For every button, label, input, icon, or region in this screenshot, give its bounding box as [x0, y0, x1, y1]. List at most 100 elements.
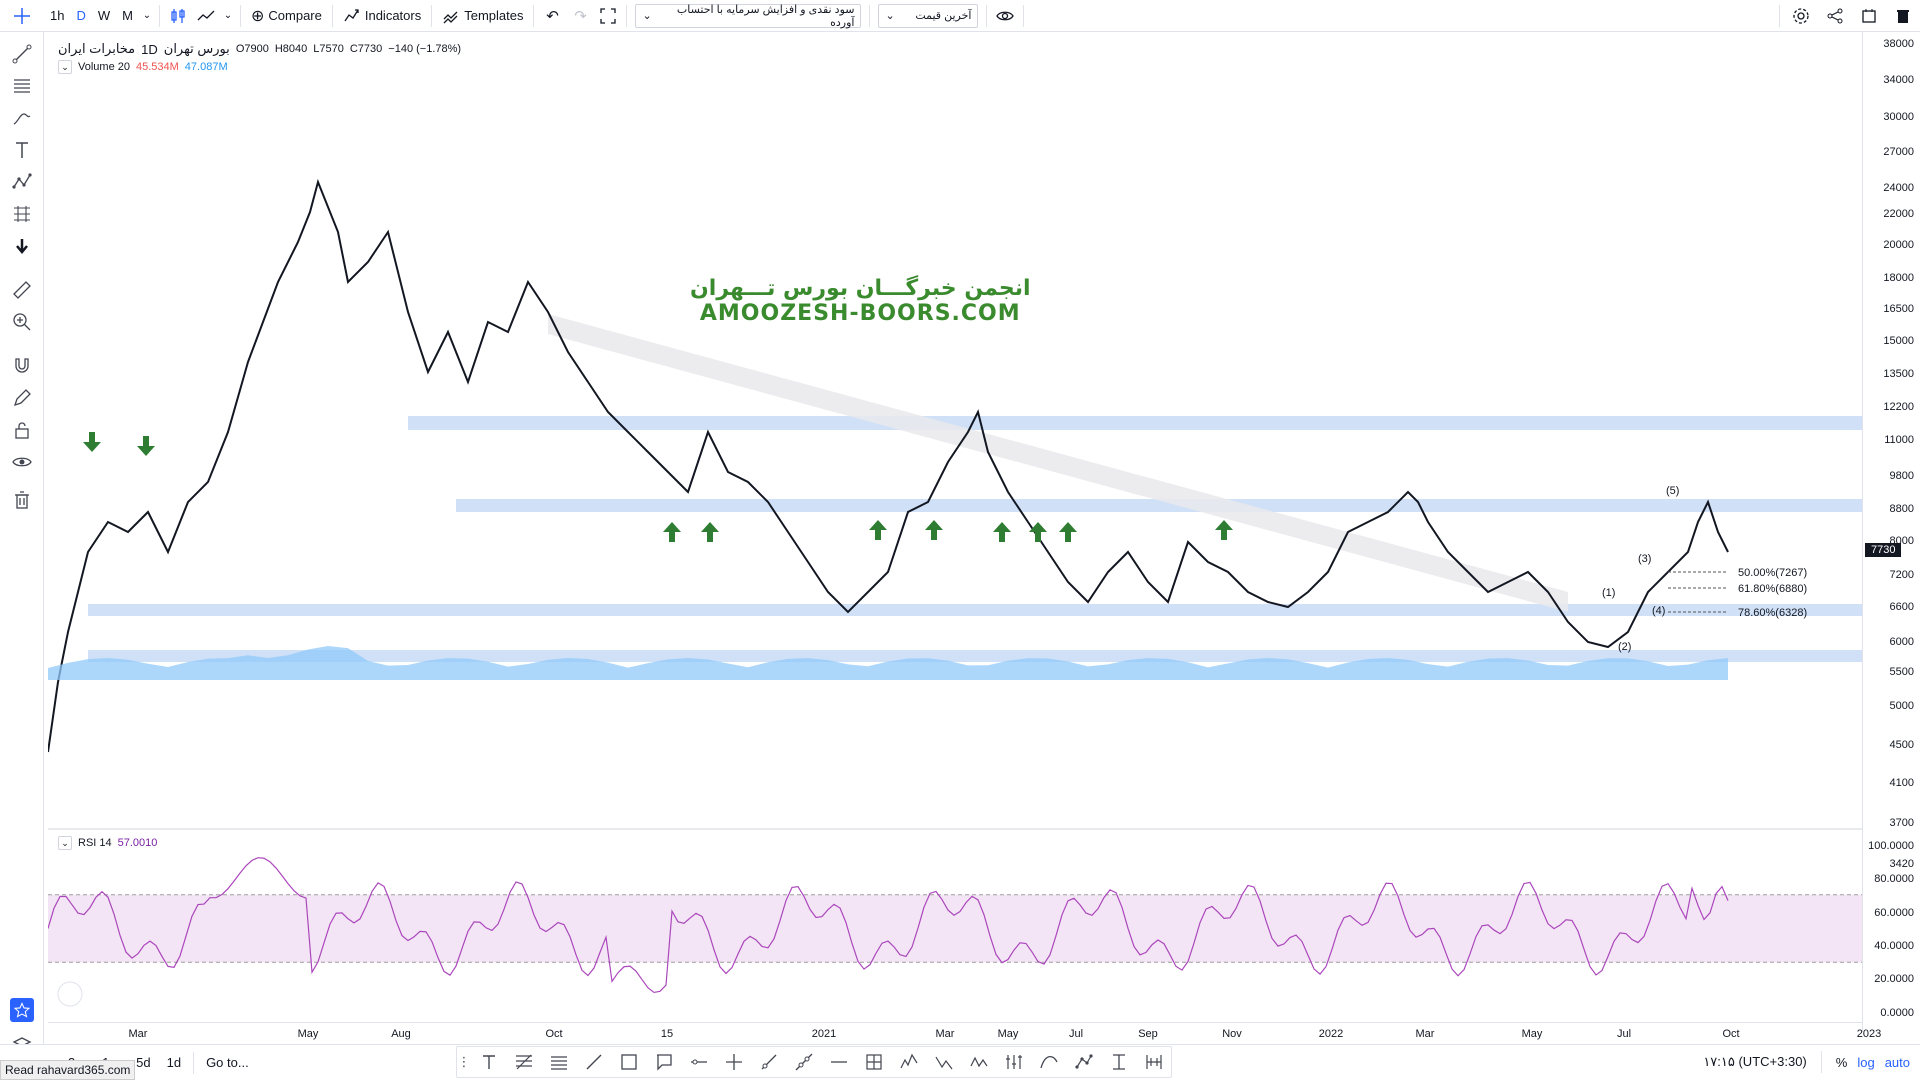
price-tick-label: 12200: [1883, 401, 1914, 413]
trend-line-icon[interactable]: [0, 38, 44, 70]
arrow-down-icon: [137, 436, 155, 456]
zoom-in-icon[interactable]: [0, 306, 44, 338]
divider: [431, 4, 433, 27]
toolbar-right: [1775, 0, 1920, 32]
lock-icon[interactable]: [0, 414, 44, 446]
trend-line-icon[interactable]: [576, 1047, 611, 1077]
crosshair-icon[interactable]: [0, 0, 44, 32]
share-icon[interactable]: [1818, 0, 1852, 32]
interval-m[interactable]: M: [122, 8, 133, 23]
arrow-down-icon[interactable]: [0, 230, 44, 262]
rsi-tick-label: 100.0000: [1868, 840, 1914, 852]
volume-area: [48, 646, 1728, 680]
elliott-triangle-icon[interactable]: [961, 1047, 996, 1077]
trash-icon[interactable]: [0, 484, 44, 516]
price-tick-label: 15000: [1883, 335, 1914, 347]
star-icon[interactable]: [10, 998, 34, 1022]
range-5d[interactable]: 5d: [136, 1055, 151, 1070]
date-range-icon[interactable]: [1136, 1047, 1171, 1077]
compare-button[interactable]: ⊕ Compare: [245, 0, 328, 32]
text-tool-icon[interactable]: [471, 1047, 506, 1077]
path-icon[interactable]: [1066, 1047, 1101, 1077]
chevron-down-icon[interactable]: ⌄: [223, 10, 233, 21]
interval-label: 1D: [141, 41, 158, 57]
pattern-icon[interactable]: [0, 166, 44, 198]
time-tick-label: 2023: [1856, 1028, 1882, 1040]
price-range-icon[interactable]: [1101, 1047, 1136, 1077]
price-tick-label: 6000: [1889, 636, 1914, 648]
rectangle-icon[interactable]: [611, 1047, 646, 1077]
interval-w[interactable]: W: [97, 8, 111, 23]
templates-button[interactable]: Templates: [436, 0, 529, 32]
goto-button[interactable]: Go to...: [206, 1055, 249, 1070]
time-axis[interactable]: Mar May Aug Oct 15 2021 Mar May Jul Sep Nov 2022 Mar…: [48, 1022, 1881, 1044]
range-1d[interactable]: 1d: [166, 1055, 182, 1070]
prediction-icon[interactable]: [0, 198, 44, 230]
undo-icon[interactable]: ↶: [546, 7, 559, 25]
position-icon[interactable]: [856, 1047, 891, 1077]
price-axis[interactable]: 38000 34000 30000 27000 24000 22000 20000 18000…: [1862, 32, 1920, 1032]
rsi-label[interactable]: RSI 14: [78, 837, 112, 849]
eye-icon[interactable]: [991, 0, 1019, 32]
curve-icon[interactable]: [1031, 1047, 1066, 1077]
arrow-up-icon: [663, 522, 681, 542]
rsi-line: [48, 857, 1729, 994]
auto-toggle[interactable]: auto: [1884, 1054, 1910, 1070]
time-tick-label: May: [1521, 1028, 1543, 1040]
collapse-chevron-icon[interactable]: ⌄: [58, 60, 72, 74]
price-tick-label: 9800: [1889, 470, 1914, 482]
magnet-icon[interactable]: [0, 350, 44, 382]
volume-label[interactable]: Volume 20: [78, 61, 130, 73]
chevron-down-icon[interactable]: ⌄: [142, 10, 152, 21]
bottom-right-controls: ۱۷:۱۵ (UTC+3:30) % log auto: [1703, 1044, 1920, 1080]
divider: [869, 4, 871, 27]
indicators-button[interactable]: Indicators: [337, 0, 427, 32]
grip-icon[interactable]: ⋮: [457, 1054, 471, 1069]
wave-label: (1): [1602, 587, 1615, 599]
dropdown1-label: سود نقدی و افزایش سرمایه با احتساب آورده: [676, 3, 855, 29]
brush-icon[interactable]: [0, 102, 44, 134]
horizontal-lines-icon[interactable]: [0, 70, 44, 102]
horizontal-line-icon[interactable]: [821, 1047, 856, 1077]
symbol-name[interactable]: مخابرات ایران: [58, 41, 136, 56]
ruler-icon[interactable]: [0, 274, 44, 306]
rsi-band: [48, 894, 1862, 963]
fullscreen-icon[interactable]: [594, 0, 622, 32]
time-tick-label: Aug: [391, 1028, 411, 1040]
clock-time[interactable]: ۱۷:۱۵ (UTC+3:30): [1703, 1054, 1807, 1069]
fib-retracement-icon[interactable]: [506, 1047, 541, 1077]
fib-level-label: 61.80%(6880): [1738, 583, 1807, 595]
percent-toggle[interactable]: %: [1835, 1054, 1848, 1070]
collapse-chevron-icon[interactable]: ⌄: [58, 836, 72, 850]
extended-line-icon[interactable]: [786, 1047, 821, 1077]
candles-icon[interactable]: [164, 0, 192, 32]
divider: [158, 4, 160, 27]
callout-icon[interactable]: [646, 1047, 681, 1077]
lock-pencil-icon[interactable]: [0, 382, 44, 414]
chart-legend: مخابرات ایران 1D بورس تهران O7900 H8040 …: [58, 40, 461, 76]
divider: [1023, 4, 1025, 27]
gear-icon[interactable]: [1784, 0, 1818, 32]
price-chart[interactable]: 50.00%(7267) 61.80%(6880) 78.60%(6328) (1) (…: [48, 32, 1862, 1022]
interval-d[interactable]: D: [76, 8, 86, 23]
price-type-dropdown[interactable]: ⌄ آخرین قیمت: [878, 3, 979, 28]
text-icon[interactable]: [0, 134, 44, 166]
layout-icon[interactable]: [1852, 0, 1886, 32]
interval-1h[interactable]: 1h: [50, 8, 65, 23]
dividend-adjust-dropdown[interactable]: ⌄ سود نقدی و افزایش سرمایه با احتساب آور…: [635, 3, 862, 29]
arrow-up-icon: [1215, 520, 1233, 540]
redo-icon[interactable]: ↷: [574, 7, 587, 25]
horizontal-ray-icon[interactable]: [681, 1047, 716, 1077]
bars-pattern-icon[interactable]: [996, 1047, 1031, 1077]
wave-label: (3): [1638, 553, 1651, 565]
elliott-impulse-icon[interactable]: [891, 1047, 926, 1077]
price-tick-label: 27000: [1883, 146, 1914, 158]
parallel-channel-icon[interactable]: [541, 1047, 576, 1077]
log-toggle[interactable]: log: [1857, 1054, 1875, 1070]
line-chart-icon[interactable]: [192, 0, 220, 32]
eye-icon[interactable]: [0, 446, 44, 478]
elliott-correction-icon[interactable]: [926, 1047, 961, 1077]
ray-icon[interactable]: [751, 1047, 786, 1077]
cross-line-icon[interactable]: [716, 1047, 751, 1077]
trash-icon[interactable]: [1886, 0, 1920, 32]
